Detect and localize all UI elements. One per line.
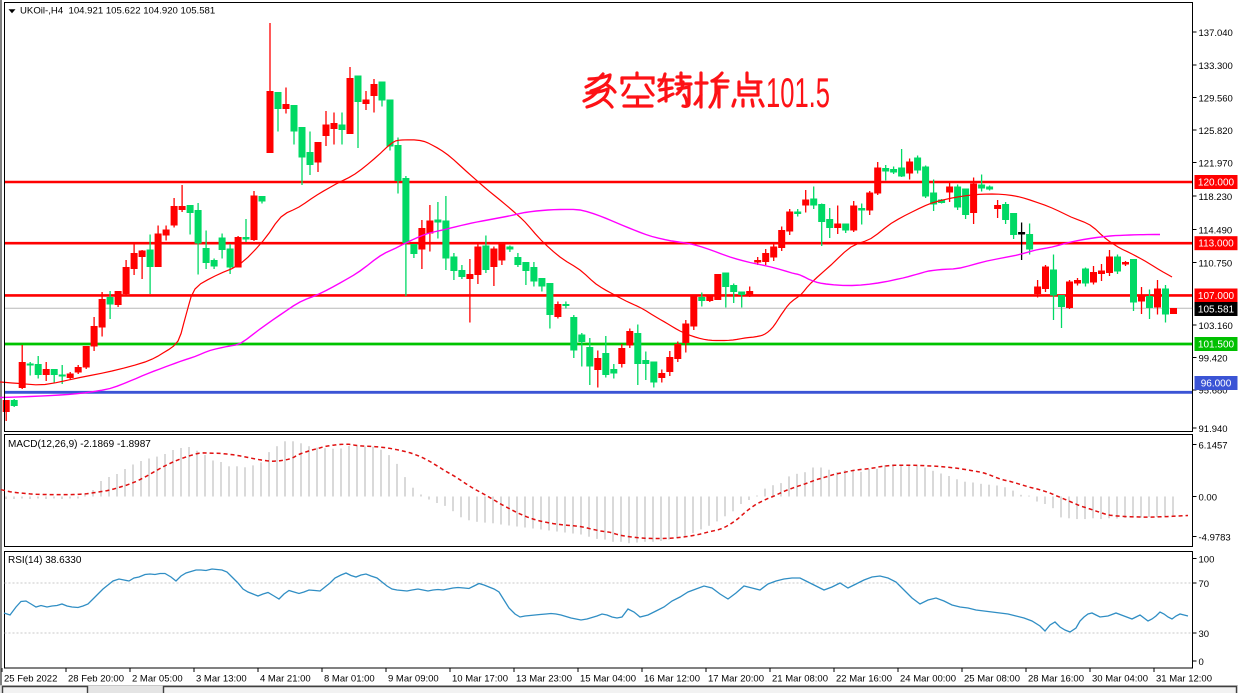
svg-text:10 Mar 17:00: 10 Mar 17:00 <box>452 674 508 685</box>
svg-text:105.581: 105.581 <box>1198 305 1235 316</box>
svg-text:9 Mar 09:00: 9 Mar 09:00 <box>388 674 439 685</box>
svg-text:137.040: 137.040 <box>1199 28 1233 39</box>
svg-text:22 Mar 16:00: 22 Mar 16:00 <box>836 674 892 685</box>
svg-text:99.420: 99.420 <box>1199 353 1228 364</box>
svg-text:0: 0 <box>1199 657 1204 668</box>
svg-text:17 Mar 20:00: 17 Mar 20:00 <box>708 674 764 685</box>
svg-text:8 Mar 01:00: 8 Mar 01:00 <box>324 674 375 685</box>
svg-text:103.160: 103.160 <box>1199 321 1233 332</box>
svg-text:129.560: 129.560 <box>1199 93 1233 104</box>
svg-text:96.000: 96.000 <box>1201 379 1232 390</box>
svg-text:30 Mar 04:00: 30 Mar 04:00 <box>1092 674 1148 685</box>
svg-text:MACD(12,26,9) -2.1869 -1.8987: MACD(12,26,9) -2.1869 -1.8987 <box>8 439 151 450</box>
svg-text:133.300: 133.300 <box>1199 61 1233 72</box>
svg-text:95.680: 95.680 <box>1199 386 1228 397</box>
svg-text:28 Feb 20:00: 28 Feb 20:00 <box>68 674 124 685</box>
svg-text:70: 70 <box>1199 579 1210 590</box>
svg-text:30: 30 <box>1199 629 1210 640</box>
svg-text:25 Feb 2022: 25 Feb 2022 <box>4 674 57 685</box>
svg-text:118.230: 118.230 <box>1199 192 1233 203</box>
svg-text:120.000: 120.000 <box>1198 178 1235 189</box>
svg-text:13 Mar 23:00: 13 Mar 23:00 <box>516 674 572 685</box>
svg-text:91.940: 91.940 <box>1199 424 1228 435</box>
svg-text:121.970: 121.970 <box>1199 158 1233 169</box>
svg-text:3 Mar 13:00: 3 Mar 13:00 <box>196 674 247 685</box>
svg-text:113.000: 113.000 <box>1198 239 1234 250</box>
svg-text:0.00: 0.00 <box>1199 492 1218 503</box>
svg-text:UKOil-,H4 104.921 105.622 104: UKOil-,H4 104.921 105.622 104.920 105.58… <box>20 6 215 17</box>
svg-text:4 Mar 21:00: 4 Mar 21:00 <box>260 674 311 685</box>
svg-text:21 Mar 08:00: 21 Mar 08:00 <box>772 674 828 685</box>
svg-text:28 Mar 16:00: 28 Mar 16:00 <box>1028 674 1084 685</box>
svg-text:100: 100 <box>1199 554 1215 565</box>
svg-text:16 Mar 12:00: 16 Mar 12:00 <box>644 674 700 685</box>
svg-text:101.500: 101.500 <box>1198 340 1235 351</box>
svg-text:RSI(14) 38.6330: RSI(14) 38.6330 <box>8 555 82 566</box>
svg-text:-4.9783: -4.9783 <box>1199 532 1231 543</box>
svg-text:110.750: 110.750 <box>1199 258 1233 269</box>
svg-text:101.5: 101.5 <box>766 69 830 116</box>
svg-text:114.490: 114.490 <box>1199 225 1233 236</box>
svg-text:107.000: 107.000 <box>1198 291 1235 302</box>
svg-text:24 Mar 00:00: 24 Mar 00:00 <box>900 674 956 685</box>
svg-text:125.820: 125.820 <box>1199 126 1233 137</box>
svg-text:25 Mar 08:00: 25 Mar 08:00 <box>964 674 1020 685</box>
svg-text:15 Mar 04:00: 15 Mar 04:00 <box>580 674 636 685</box>
svg-text:31 Mar 12:00: 31 Mar 12:00 <box>1156 674 1212 685</box>
svg-text:2 Mar 05:00: 2 Mar 05:00 <box>132 674 183 685</box>
svg-text:6.1457: 6.1457 <box>1199 440 1228 451</box>
